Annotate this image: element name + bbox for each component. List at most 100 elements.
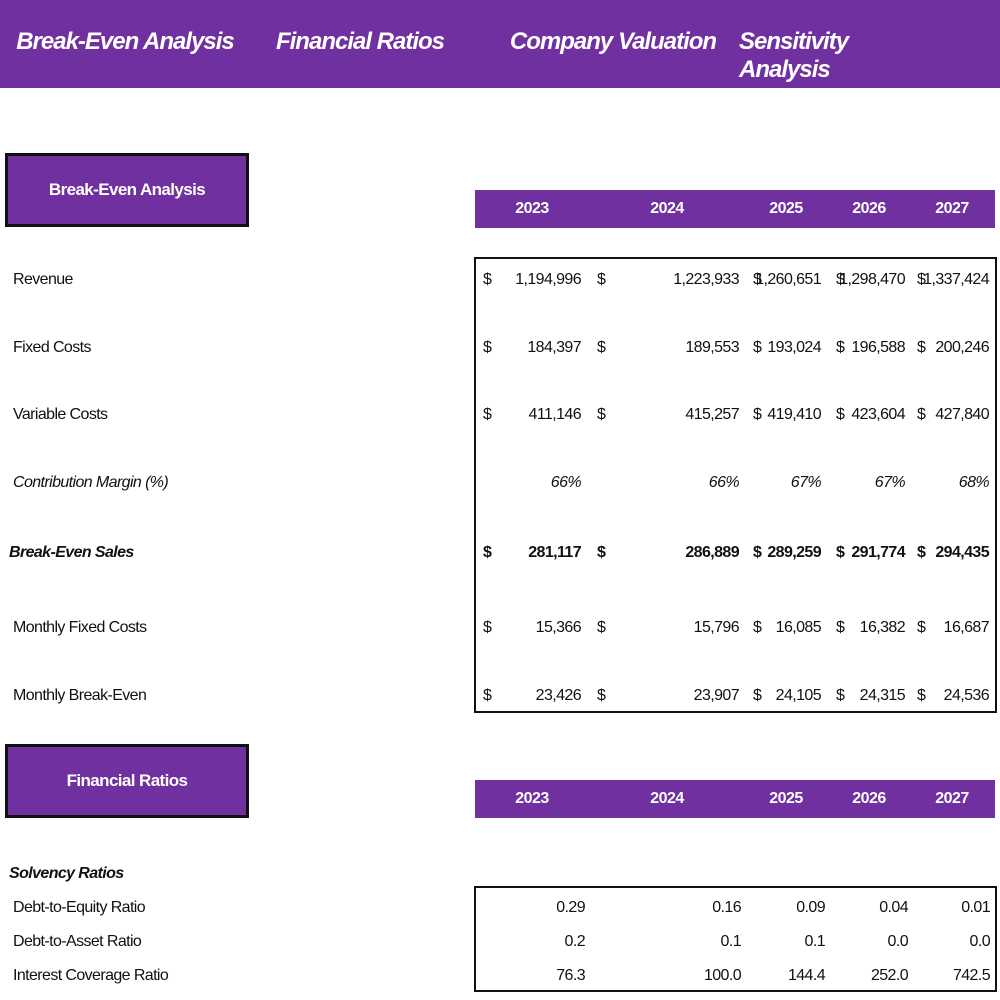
- currency-symbol: $: [597, 271, 606, 288]
- cell-value: 291,774: [851, 544, 905, 561]
- cell-value: 23,426: [535, 687, 582, 704]
- cell-value: 23,907: [693, 687, 740, 704]
- cell-value: 1,337,424: [923, 271, 989, 288]
- cell-value: 67%: [790, 474, 822, 491]
- cell-value: 0.16: [712, 899, 741, 916]
- row-label: Monthly Break-Even: [13, 687, 147, 704]
- cell-value: 0.29: [556, 899, 585, 916]
- currency-symbol: $: [917, 619, 926, 636]
- nav-tab[interactable]: Sensitivity Analysis: [739, 28, 849, 83]
- cell-value: 15,366: [535, 619, 582, 636]
- cell-value: 66%: [550, 474, 582, 491]
- year-label: 2026: [852, 200, 886, 217]
- nav-tab[interactable]: Financial Ratios: [275, 28, 445, 55]
- currency-symbol: $: [483, 619, 492, 636]
- cell-value: 281,117: [528, 544, 581, 561]
- cell-value: 100.0: [703, 967, 742, 984]
- cell-value: 1,223,933: [673, 271, 739, 288]
- cell-value: 193,024: [767, 339, 821, 356]
- currency-symbol: $: [483, 339, 492, 356]
- row-label: Contribution Margin (%): [13, 474, 169, 491]
- table-border: [474, 886, 997, 992]
- cell-value: 200,246: [935, 339, 989, 356]
- year-header: 2023 2024 2025 2026 2027: [475, 780, 995, 818]
- cell-value: 16,687: [943, 619, 990, 636]
- cell-value: 0.04: [879, 899, 908, 916]
- cell-value: 68%: [958, 474, 990, 491]
- currency-symbol: $: [753, 619, 762, 636]
- currency-symbol: $: [917, 339, 926, 356]
- year-label: 2027: [935, 790, 969, 807]
- year-label: 2023: [515, 200, 549, 217]
- row-label: Revenue: [13, 271, 73, 288]
- group-label: Solvency Ratios: [9, 865, 124, 882]
- currency-symbol: $: [917, 544, 926, 561]
- row-label: Debt-to-Equity Ratio: [13, 899, 146, 916]
- cell-value: 0.1: [804, 933, 826, 950]
- year-label: 2024: [650, 200, 684, 217]
- cell-value: 0.0: [969, 933, 991, 950]
- cell-value: 0.2: [564, 933, 586, 950]
- currency-symbol: $: [917, 687, 926, 704]
- year-label: 2023: [515, 790, 549, 807]
- currency-symbol: $: [483, 406, 492, 423]
- section-button[interactable]: Break-Even Analysis: [5, 153, 249, 227]
- table-border: [474, 257, 997, 713]
- cell-value: 67%: [874, 474, 906, 491]
- currency-symbol: $: [753, 687, 762, 704]
- cell-value: 1,298,470: [839, 271, 905, 288]
- cell-value: 427,840: [935, 406, 989, 423]
- row-label: Interest Coverage Ratio: [13, 967, 169, 984]
- currency-symbol: $: [597, 339, 606, 356]
- currency-symbol: $: [917, 271, 926, 288]
- cell-value: 16,382: [859, 619, 906, 636]
- currency-symbol: $: [753, 339, 762, 356]
- cell-value: 415,257: [685, 406, 739, 423]
- cell-value: 189,553: [685, 339, 739, 356]
- currency-symbol: $: [836, 339, 845, 356]
- cell-value: 196,588: [851, 339, 905, 356]
- cell-value: 24,536: [943, 687, 990, 704]
- cell-value: 252.0: [870, 967, 909, 984]
- year-label: 2026: [852, 790, 886, 807]
- year-label: 2024: [650, 790, 684, 807]
- cell-value: 286,889: [685, 544, 739, 561]
- cell-value: 0.0: [887, 933, 909, 950]
- currency-symbol: $: [597, 544, 606, 561]
- section-button[interactable]: Financial Ratios: [5, 744, 249, 818]
- currency-symbol: $: [597, 619, 606, 636]
- cell-value: 24,105: [775, 687, 822, 704]
- nav-tab[interactable]: Company Valuation: [509, 28, 717, 55]
- currency-symbol: $: [753, 544, 762, 561]
- currency-symbol: $: [597, 406, 606, 423]
- cell-value: 1,260,651: [755, 271, 821, 288]
- year-label: 2025: [769, 200, 803, 217]
- cell-value: 144.4: [787, 967, 826, 984]
- year-label: 2027: [935, 200, 969, 217]
- cell-value: 289,259: [767, 544, 821, 561]
- nav-bar: Break-Even Analysis Financial Ratios Com…: [0, 0, 1000, 88]
- nav-tab[interactable]: Break-Even Analysis: [16, 28, 235, 55]
- currency-symbol: $: [836, 687, 845, 704]
- row-label: Fixed Costs: [13, 339, 91, 356]
- cell-value: 0.09: [796, 899, 825, 916]
- year-label: 2025: [769, 790, 803, 807]
- currency-symbol: $: [753, 406, 762, 423]
- currency-symbol: $: [836, 619, 845, 636]
- currency-symbol: $: [753, 271, 762, 288]
- cell-value: 294,435: [935, 544, 989, 561]
- cell-value: 411,146: [528, 406, 582, 423]
- row-label: Debt-to-Asset Ratio: [13, 933, 142, 950]
- row-label: Variable Costs: [13, 406, 108, 423]
- row-label: Break-Even Sales: [9, 544, 134, 561]
- currency-symbol: $: [836, 544, 845, 561]
- cell-value: 0.01: [961, 899, 990, 916]
- currency-symbol: $: [836, 406, 845, 423]
- cell-value: 66%: [708, 474, 740, 491]
- currency-symbol: $: [597, 687, 606, 704]
- cell-value: 24,315: [859, 687, 906, 704]
- cell-value: 419,410: [767, 406, 821, 423]
- year-header: 2023 2024 2025 2026 2027: [475, 190, 995, 228]
- currency-symbol: $: [483, 271, 492, 288]
